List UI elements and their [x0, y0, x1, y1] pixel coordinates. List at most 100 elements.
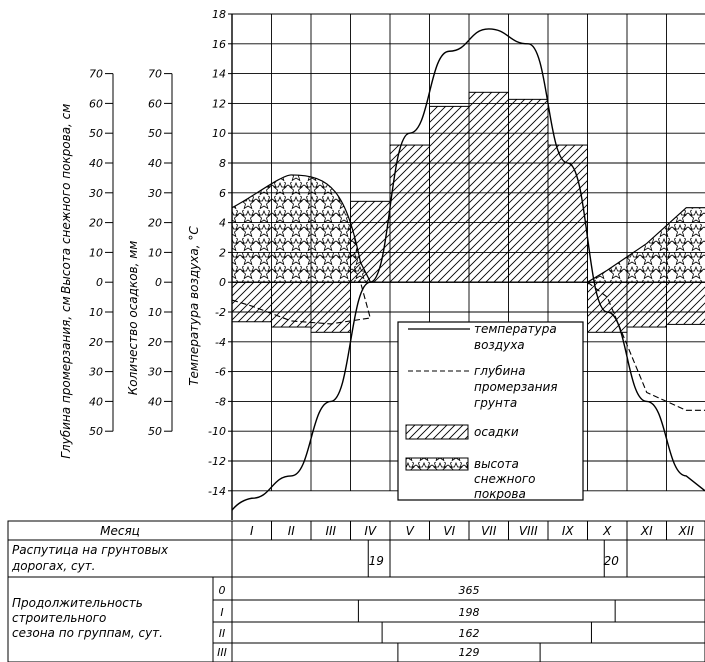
month-label: IX [562, 524, 575, 538]
temp-tick-label: -10 [208, 425, 226, 438]
season-value: 365 [459, 584, 480, 597]
snow-frost-scale-tick-label: 0 [96, 276, 103, 289]
legend-precip-swatch [405, 424, 469, 440]
precipitation-bar [468, 91, 509, 283]
temp-tick-label: -14 [208, 485, 226, 498]
season-value: 198 [459, 606, 480, 619]
left-axes: 181614121086420-2-4-6-8-10-12-1470605040… [59, 8, 232, 498]
precipitation-bar [547, 144, 588, 283]
season-rows: 0 365 I 198 II 162 III 129 [217, 584, 616, 662]
season-value: 162 [459, 627, 480, 640]
snow-frost-scale-tick-label: 70 [89, 68, 103, 81]
precip-scale-tick-label: 70 [148, 68, 162, 81]
month-label: XI [640, 524, 653, 538]
season-group-label: III [217, 646, 227, 659]
precipitation-bar [310, 281, 351, 333]
precipitation-bar [508, 98, 549, 283]
temp-tick-label: 10 [212, 127, 226, 140]
snow-frost-scale-tick-label: 10 [89, 246, 103, 259]
precipitation-bar [232, 281, 272, 323]
legend-precip-label: осадки [474, 425, 519, 439]
snow-frost-scale-tick-label: 60 [89, 97, 103, 110]
precip-scale-tick-label: 10 [148, 306, 162, 319]
precipitation-bar [271, 281, 312, 328]
season-group-label: 0 [219, 584, 226, 597]
precip-scale-tick-label: 40 [148, 395, 162, 408]
temp-tick-label: -6 [215, 366, 226, 379]
data-table: Месяц I II III IV V VI VII VIII IX X XI XII Распути… [7, 520, 705, 662]
temp-tick-label: 2 [219, 246, 226, 259]
snow-area-autumn [585, 207, 705, 283]
temp-tick-label: 4 [219, 217, 226, 230]
temp-tick-label: -2 [215, 306, 226, 319]
precipitation-bar [389, 144, 430, 283]
rasputitsa-autumn-value: 20 [604, 554, 620, 568]
snow-frost-scale-tick-label: 20 [89, 336, 103, 349]
snow-frost-scale-tick-label: 10 [89, 306, 103, 319]
temp-tick-label: 8 [219, 157, 226, 170]
precipitation-bar [587, 281, 628, 333]
legend-frost-label: глубина промерзания грунта [474, 364, 557, 410]
month-label: IV [364, 524, 377, 538]
legend-snow-swatch [405, 457, 469, 471]
snow-frost-scale-tick-label: 30 [89, 366, 103, 379]
rasputitsa-label: Распутица на грунтовых дорогах, сут. [11, 543, 169, 573]
season-value: 129 [459, 646, 480, 659]
precipitation-bar [666, 281, 705, 325]
precip-scale-tick-label: 60 [148, 97, 162, 110]
snow-depth-axis-title: Высота снежного покрова, см [59, 104, 73, 294]
precip-scale-tick-label: 20 [148, 336, 162, 349]
month-label: VIII [519, 524, 538, 538]
snow-frost-scale-tick-label: 50 [89, 127, 103, 140]
temp-tick-label: 16 [212, 38, 226, 51]
frost-depth-axis-title: Глубина промерзания, см [59, 296, 73, 458]
chart-lines [232, 28, 705, 511]
month-label: II [288, 524, 296, 538]
snow-frost-scale-tick-label: 40 [89, 157, 103, 170]
precipitation-bar [429, 105, 470, 283]
snow-frost-scale-tick-label: 50 [89, 425, 103, 438]
precip-scale-tick-label: 0 [155, 276, 162, 289]
temp-tick-label: -8 [215, 395, 226, 408]
temp-tick-label: -12 [208, 455, 226, 468]
temp-tick-label: 18 [212, 8, 226, 21]
precip-scale-tick-label: 30 [148, 187, 162, 200]
frost-depth-line-spring [232, 282, 371, 325]
precip-scale-tick-label: 20 [148, 217, 162, 230]
temp-tick-label: 14 [212, 68, 226, 81]
rasputitsa-spring-value: 19 [369, 554, 384, 568]
frost-depth-line-autumn [587, 281, 705, 411]
precip-scale-tick-label: 10 [148, 246, 162, 259]
month-label: XII [678, 524, 695, 538]
month-label: VI [443, 524, 455, 538]
temp-tick-label: 0 [219, 276, 226, 289]
month-cells: I II III IV V VI VII VIII IX X XI XII [231, 521, 695, 540]
chart-legend: температура воздуха глубина промерзания гру… [397, 321, 584, 501]
precip-scale-tick-label: 40 [148, 157, 162, 170]
snow-area-winter [232, 174, 372, 283]
precip-axis-title: Количество осадков, мм [126, 241, 140, 396]
snow-frost-scale-tick-label: 20 [89, 217, 103, 230]
temp-axis-title: Температура воздуха, °C [187, 226, 201, 386]
month-label: I [250, 524, 254, 538]
month-label: VII [481, 524, 497, 538]
month-label: III [325, 524, 336, 538]
month-label: X [602, 524, 612, 538]
temp-tick-label: 6 [219, 187, 226, 200]
legend-temp-label: температура воздуха [474, 322, 557, 352]
legend-snow-label: высота снежного покрова [474, 457, 535, 501]
snow-depth-areas [232, 174, 705, 283]
season-label: Продолжительность строительного сезона по … [12, 596, 163, 640]
rasputitsa-cells: 19 20 [367, 540, 628, 577]
precipitation-bars [232, 91, 705, 333]
precip-scale-tick-label: 50 [148, 425, 162, 438]
temperature-line [232, 28, 705, 511]
precip-scale-tick-label: 50 [148, 127, 162, 140]
month-label: V [406, 524, 415, 538]
season-group-label: II [219, 627, 226, 640]
snow-frost-scale-tick-label: 40 [89, 395, 103, 408]
precipitation-bar [626, 281, 667, 328]
precip-scale-tick-label: 30 [148, 366, 162, 379]
month-header: Месяц [100, 524, 140, 538]
